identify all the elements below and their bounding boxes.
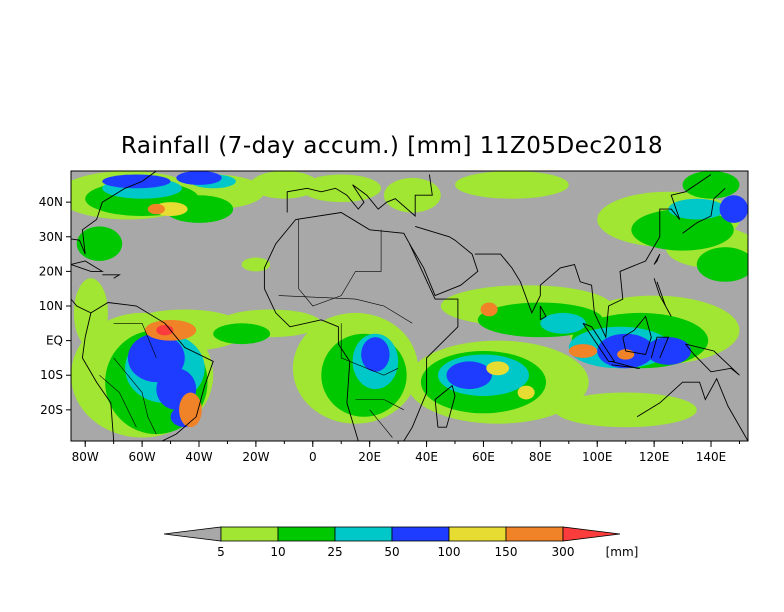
rainfall-field — [71, 171, 748, 438]
y-tick-label: 10N — [39, 299, 63, 313]
colorbar-label: 100 — [438, 545, 461, 559]
rain-blob — [361, 337, 390, 372]
x-tick-label: 60E — [472, 450, 495, 464]
rain-blob — [241, 257, 271, 272]
colorbar-segment — [334, 526, 393, 542]
x-tick-label: 20W — [242, 450, 269, 464]
country-border — [99, 374, 137, 428]
rain-blob — [213, 323, 271, 345]
rain-blob — [645, 337, 692, 365]
colorbar-segment — [277, 526, 336, 542]
colorbar-label: 300 — [552, 545, 575, 559]
colorbar-label: 50 — [384, 545, 399, 559]
y-tick-label: EQ — [46, 334, 63, 348]
map-title: Rainfall (7-day accum.) [mm] 11Z05Dec201… — [120, 133, 664, 159]
y-tick-label: 20N — [39, 264, 63, 278]
coastline — [650, 336, 670, 359]
rain-blob — [696, 247, 748, 282]
coastline — [434, 384, 456, 428]
rain-blob — [301, 174, 382, 203]
rain-blob — [383, 177, 441, 213]
country-border — [113, 323, 157, 359]
coastline — [539, 305, 547, 321]
country-border — [113, 357, 157, 435]
rain-blob — [76, 226, 123, 261]
rain-blob — [179, 392, 202, 428]
colorbar-segment — [220, 526, 279, 542]
x-tick-label: 120E — [639, 450, 670, 464]
x-tick-label: 80W — [72, 450, 99, 464]
coastline — [622, 315, 652, 356]
rain-blob — [156, 325, 174, 336]
coastline — [653, 253, 661, 265]
x-tick-label: 140E — [696, 450, 727, 464]
rain-blob — [517, 385, 535, 400]
coastline — [102, 274, 121, 279]
rain-blob — [540, 312, 586, 334]
map-panel — [70, 170, 749, 442]
x-tick-label: 40W — [185, 450, 212, 464]
rain-blob — [164, 195, 234, 223]
coastline — [474, 174, 712, 339]
rain-blob — [719, 195, 748, 223]
country-border — [278, 295, 413, 324]
x-tick-label: 0 — [309, 450, 317, 464]
rain-blob — [446, 361, 492, 390]
coastline — [685, 343, 740, 376]
y-tick-label: 40N — [39, 195, 63, 209]
rain-blob — [486, 361, 510, 376]
coastline — [636, 377, 748, 441]
x-tick-label: 80E — [529, 450, 552, 464]
rain-blob — [250, 171, 319, 199]
rain-blob — [102, 174, 171, 189]
rain-blob — [480, 302, 498, 317]
coastline — [682, 187, 726, 234]
coastline — [81, 302, 214, 441]
y-tick-label: 30N — [39, 230, 63, 244]
longitude-axis: 80W 60W 40W 20W 0 20E 40E 60E 80E 100E 120E 140E — [72, 441, 740, 464]
coastline — [409, 225, 479, 297]
rain-blob — [147, 203, 165, 215]
rain-blob — [631, 209, 734, 251]
country-border — [369, 409, 393, 438]
rain-blob — [554, 392, 697, 428]
colorbar-unit: [mm] — [606, 545, 639, 559]
x-tick-label: 60W — [129, 450, 156, 464]
colorbar: 5 10 25 50 100 150 300 [mm] — [163, 526, 639, 559]
colorbar-label: 150 — [495, 545, 518, 559]
x-tick-label: 20E — [358, 450, 381, 464]
country-border — [340, 323, 399, 376]
coastline — [286, 174, 433, 217]
rain-blob — [455, 171, 569, 199]
coastline — [653, 278, 672, 317]
colorbar-segment — [505, 526, 564, 542]
y-tick-label: 20S — [40, 403, 63, 417]
coastline — [71, 171, 157, 314]
country-border — [298, 219, 382, 307]
coastline — [582, 322, 616, 362]
rain-blob — [568, 344, 598, 358]
colorbar-under-triangle — [163, 526, 222, 542]
country-border — [355, 399, 404, 411]
colorbar-segment — [391, 526, 450, 542]
coastline — [71, 260, 104, 272]
x-tick-label: 100E — [582, 450, 613, 464]
coastline — [611, 360, 640, 369]
y-tick-label: 10S — [40, 368, 63, 382]
coastlines-borders — [71, 171, 748, 441]
rain-blob — [176, 171, 222, 185]
coastline — [263, 212, 459, 441]
x-tick-label: 40E — [415, 450, 438, 464]
colorbar-segment — [448, 526, 507, 542]
colorbar-label: 10 — [270, 545, 285, 559]
colorbar-label: 5 — [217, 545, 225, 559]
latitude-axis: 40N 30N 20N 10N EQ 10S 20S — [39, 195, 71, 417]
colorbar-over-triangle — [562, 526, 621, 542]
rain-blob — [682, 171, 740, 199]
colorbar-label: 25 — [327, 545, 342, 559]
